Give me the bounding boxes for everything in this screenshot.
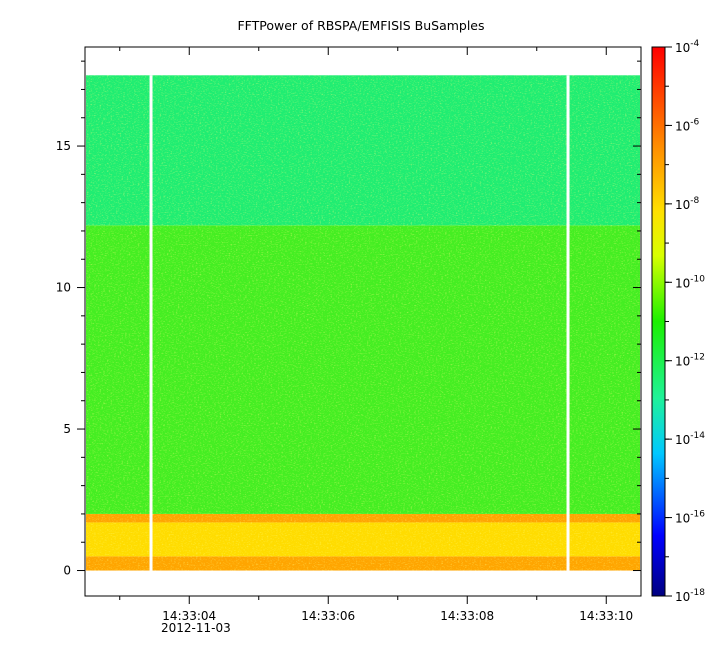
colorbar-tick-label: 10-4: [675, 39, 700, 55]
data-gap-0: [149, 75, 153, 571]
x-date-label: 2012-11-03: [161, 621, 231, 635]
chart-title: FFTPower of RBSPA/EMFISIS BuSamples: [237, 18, 484, 33]
x-tick-label: 14:33:10: [579, 609, 633, 623]
y-tick-label: 5: [63, 422, 71, 436]
x-axis: 14:33:04 14:33:06 14:33:08 14:33:10: [119, 47, 633, 623]
y-tick-label: 0: [63, 564, 71, 578]
x-tick-label: 14:33:04: [162, 609, 216, 623]
colorbar-tick-label: 10-10: [675, 274, 705, 290]
x-tick-label: 14:33:06: [301, 609, 355, 623]
spectrogram-texture: [86, 75, 640, 571]
colorbar-tick-label: 10-6: [675, 117, 700, 133]
x-tick-label: 14:33:08: [440, 609, 494, 623]
colorbar-tick-label: 10-14: [675, 431, 705, 447]
colorbar-legend: 10-4 10-6 10-8 10-10 10-12 10-14 10-16 10-18: [651, 39, 705, 604]
y-tick-label: 10: [56, 281, 71, 295]
colorbar-tick-label: 10-16: [675, 510, 705, 526]
colorbar-tick-label: 10-8: [675, 196, 700, 212]
data-gap-1: [566, 75, 570, 571]
y-tick-label: 15: [56, 139, 71, 153]
colorbar-tick-label: 10-18: [675, 588, 705, 604]
plot-frame: [84, 46, 642, 597]
y-axis: 0 5 10 15: [56, 60, 641, 578]
plot-area: [84, 46, 642, 597]
colorbar-gradient: [651, 46, 666, 597]
colorbar-tick-label: 10-12: [675, 353, 705, 369]
